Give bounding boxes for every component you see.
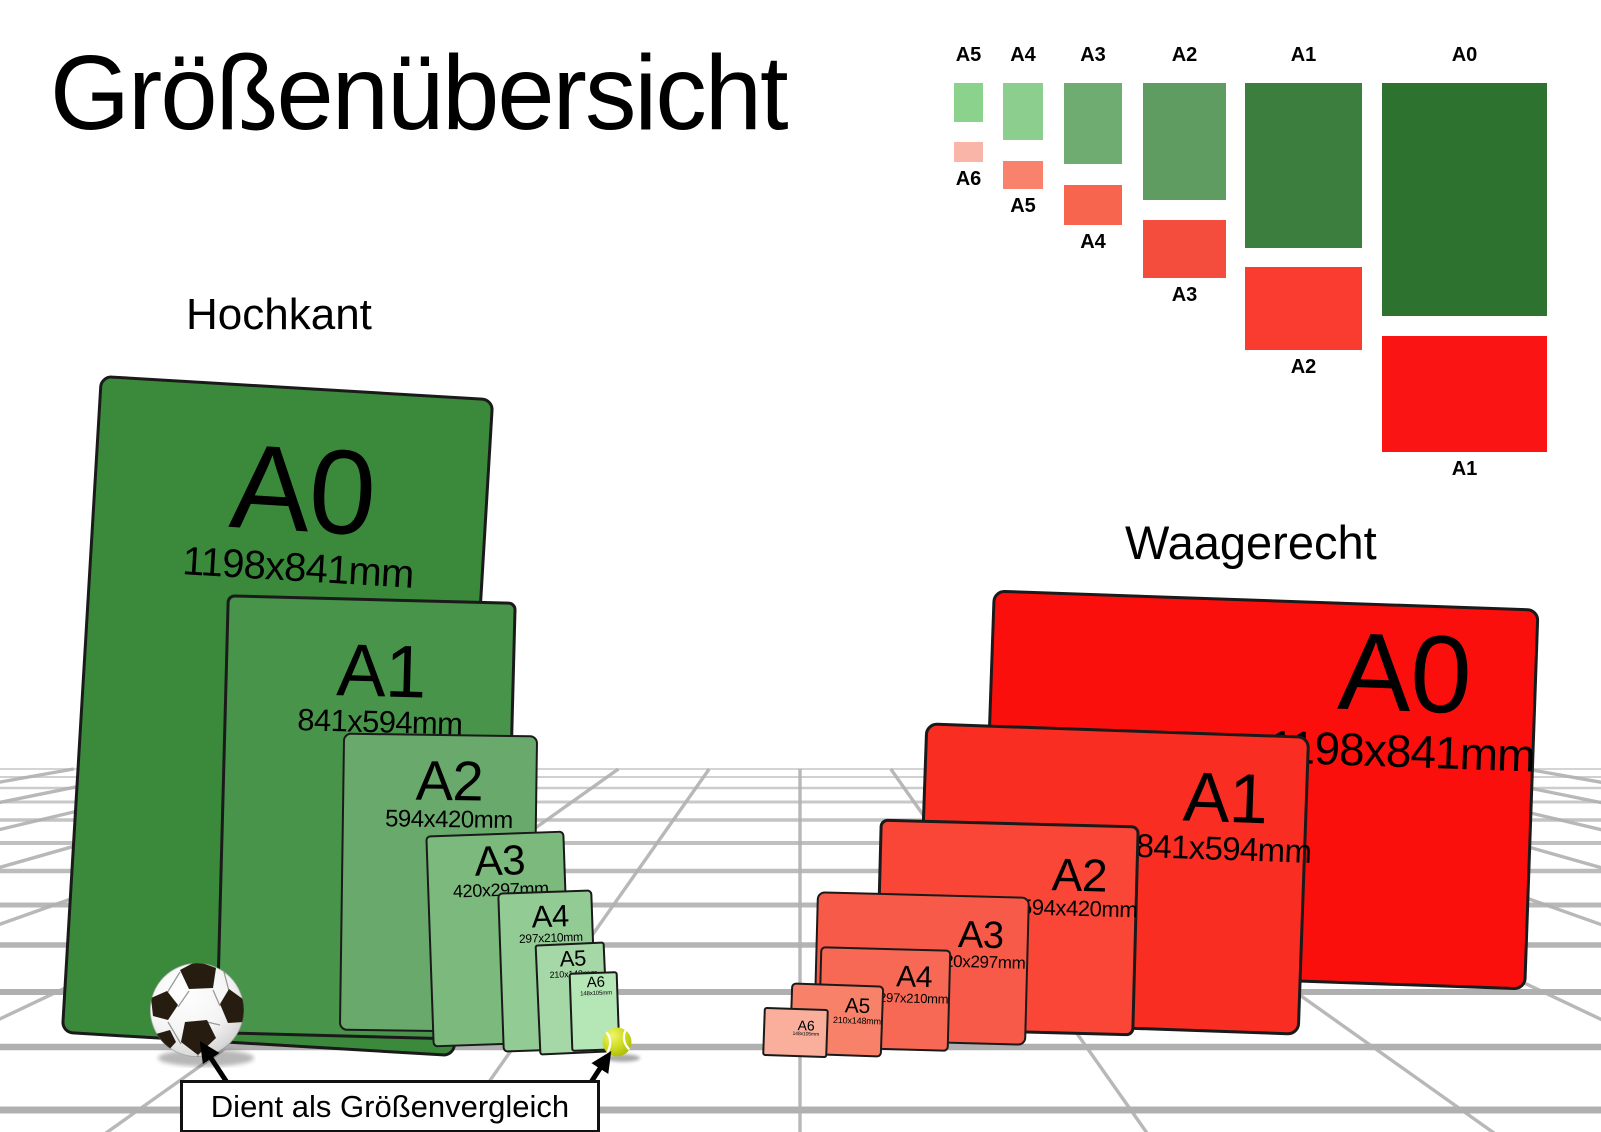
mini-portrait-label: A2 xyxy=(1171,44,1198,66)
mini-landscape-swatch-a4 xyxy=(1064,185,1122,225)
caption-box: Dient als Größenvergleich xyxy=(180,1080,600,1132)
mini-landscape-label: A2 xyxy=(1290,356,1317,378)
tennis-ball xyxy=(602,1027,640,1062)
mini-landscape-label: A1 xyxy=(1451,458,1478,480)
mini-landscape-swatch-a6 xyxy=(954,142,983,162)
mini-portrait-label: A4 xyxy=(1010,44,1036,66)
mini-portrait-swatch-a0 xyxy=(1382,83,1547,316)
soccer-ball-pattern xyxy=(150,963,244,1057)
mini-portrait-swatch-a5 xyxy=(954,83,983,122)
mini-landscape-label: A5 xyxy=(1010,195,1036,217)
page-title: Größenübersicht xyxy=(50,34,789,152)
mini-portrait-swatch-a4 xyxy=(1003,83,1043,140)
mini-portrait-label: A3 xyxy=(1080,44,1106,66)
mini-portrait-swatch-a1 xyxy=(1245,83,1362,248)
mini-portrait-swatch-a3 xyxy=(1064,83,1122,164)
mini-landscape-swatch-a5 xyxy=(1003,161,1043,189)
mini-portrait-swatch-a2 xyxy=(1143,83,1226,200)
mini-landscape-label: A3 xyxy=(1171,284,1198,306)
mini-landscape-label: A6 xyxy=(955,168,982,190)
mini-landscape-swatch-a1 xyxy=(1382,336,1547,452)
section-heading-landscape: Waagerecht xyxy=(1125,516,1377,569)
mini-portrait-label: A0 xyxy=(1451,44,1478,66)
mini-portrait-label: A5 xyxy=(955,44,982,66)
section-heading-portrait: Hochkant xyxy=(186,290,372,339)
mini-landscape-swatch-a2 xyxy=(1245,267,1362,350)
mini-landscape-label: A4 xyxy=(1080,231,1106,253)
mini-landscape-swatch-a3 xyxy=(1143,220,1226,278)
mini-portrait-label: A1 xyxy=(1290,44,1317,66)
caption-text: Dient als Größenvergleich xyxy=(210,1088,570,1124)
